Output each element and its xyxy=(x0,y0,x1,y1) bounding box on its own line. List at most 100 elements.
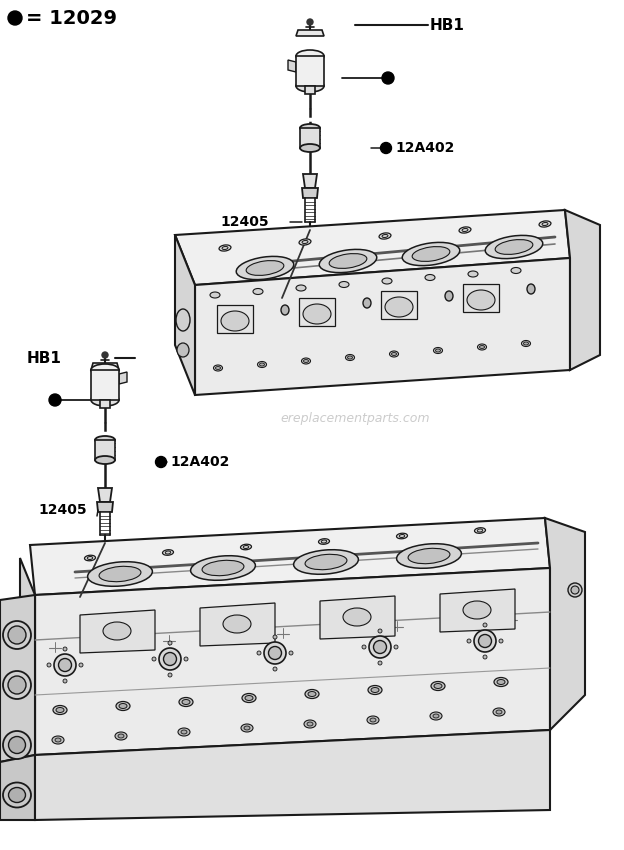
Ellipse shape xyxy=(273,667,277,671)
Ellipse shape xyxy=(258,361,266,367)
Ellipse shape xyxy=(374,641,386,654)
Ellipse shape xyxy=(499,639,503,643)
Ellipse shape xyxy=(539,221,551,227)
Ellipse shape xyxy=(303,304,331,324)
Ellipse shape xyxy=(177,343,189,357)
Ellipse shape xyxy=(221,311,249,331)
Ellipse shape xyxy=(346,354,354,360)
Ellipse shape xyxy=(223,615,251,633)
Ellipse shape xyxy=(299,239,311,245)
Ellipse shape xyxy=(168,673,172,677)
Ellipse shape xyxy=(527,284,535,294)
Ellipse shape xyxy=(370,718,376,722)
Circle shape xyxy=(8,11,22,25)
Ellipse shape xyxy=(63,679,67,683)
Text: 12A402: 12A402 xyxy=(170,455,230,469)
Bar xyxy=(91,370,119,400)
Ellipse shape xyxy=(434,348,442,354)
Text: ereplacementparts.com: ereplacementparts.com xyxy=(280,411,430,424)
Ellipse shape xyxy=(399,535,405,537)
Polygon shape xyxy=(288,60,296,72)
Circle shape xyxy=(102,352,108,358)
Ellipse shape xyxy=(79,663,83,667)
Ellipse shape xyxy=(168,641,172,645)
Ellipse shape xyxy=(302,241,308,244)
Ellipse shape xyxy=(371,688,379,693)
Ellipse shape xyxy=(402,242,460,265)
Bar xyxy=(95,440,115,460)
Ellipse shape xyxy=(474,630,496,652)
Ellipse shape xyxy=(236,257,294,280)
Ellipse shape xyxy=(467,639,471,643)
Polygon shape xyxy=(463,284,499,312)
Bar xyxy=(300,128,320,148)
Ellipse shape xyxy=(542,223,548,225)
Ellipse shape xyxy=(304,720,316,728)
Bar xyxy=(296,56,324,86)
Ellipse shape xyxy=(363,298,371,308)
Ellipse shape xyxy=(433,714,439,718)
Ellipse shape xyxy=(318,539,329,544)
Bar xyxy=(305,86,315,94)
Ellipse shape xyxy=(305,554,347,570)
Ellipse shape xyxy=(119,704,127,709)
Ellipse shape xyxy=(3,671,31,699)
Ellipse shape xyxy=(394,645,398,649)
Ellipse shape xyxy=(245,695,253,700)
Circle shape xyxy=(307,19,313,25)
Ellipse shape xyxy=(493,708,505,716)
Ellipse shape xyxy=(343,608,371,626)
Ellipse shape xyxy=(412,246,450,262)
Text: 12A402: 12A402 xyxy=(395,141,454,155)
Ellipse shape xyxy=(184,657,188,661)
Ellipse shape xyxy=(479,634,492,648)
Circle shape xyxy=(155,456,167,468)
Polygon shape xyxy=(217,305,253,333)
Bar xyxy=(100,400,110,408)
Ellipse shape xyxy=(190,556,255,581)
Ellipse shape xyxy=(485,235,543,258)
Ellipse shape xyxy=(459,227,471,233)
Ellipse shape xyxy=(571,586,579,594)
Polygon shape xyxy=(0,755,35,820)
Ellipse shape xyxy=(391,353,396,355)
Polygon shape xyxy=(0,595,35,762)
Ellipse shape xyxy=(321,540,327,543)
Ellipse shape xyxy=(483,655,487,659)
Ellipse shape xyxy=(52,736,64,744)
Ellipse shape xyxy=(329,253,367,269)
Ellipse shape xyxy=(348,356,353,359)
Polygon shape xyxy=(35,730,550,820)
Ellipse shape xyxy=(268,647,281,660)
Ellipse shape xyxy=(445,291,453,301)
Ellipse shape xyxy=(431,682,445,690)
Ellipse shape xyxy=(87,557,93,559)
Ellipse shape xyxy=(202,560,244,575)
Ellipse shape xyxy=(95,456,115,464)
Polygon shape xyxy=(30,518,550,595)
Polygon shape xyxy=(299,298,335,326)
Ellipse shape xyxy=(56,707,64,712)
Ellipse shape xyxy=(244,726,250,730)
Polygon shape xyxy=(175,235,195,395)
Ellipse shape xyxy=(87,562,152,586)
Ellipse shape xyxy=(159,648,181,670)
Ellipse shape xyxy=(63,647,67,651)
Polygon shape xyxy=(35,568,550,755)
Polygon shape xyxy=(303,174,317,188)
Ellipse shape xyxy=(436,349,441,352)
Polygon shape xyxy=(20,558,35,755)
Text: HB1: HB1 xyxy=(430,18,465,32)
Ellipse shape xyxy=(305,689,319,699)
Polygon shape xyxy=(296,30,324,36)
Polygon shape xyxy=(119,372,127,384)
Ellipse shape xyxy=(47,663,51,667)
Ellipse shape xyxy=(425,275,435,280)
Ellipse shape xyxy=(494,677,508,687)
Ellipse shape xyxy=(396,533,407,539)
Ellipse shape xyxy=(241,724,253,732)
Ellipse shape xyxy=(118,734,124,738)
Ellipse shape xyxy=(479,345,484,348)
Text: HB1: HB1 xyxy=(27,350,62,366)
Ellipse shape xyxy=(522,341,530,347)
